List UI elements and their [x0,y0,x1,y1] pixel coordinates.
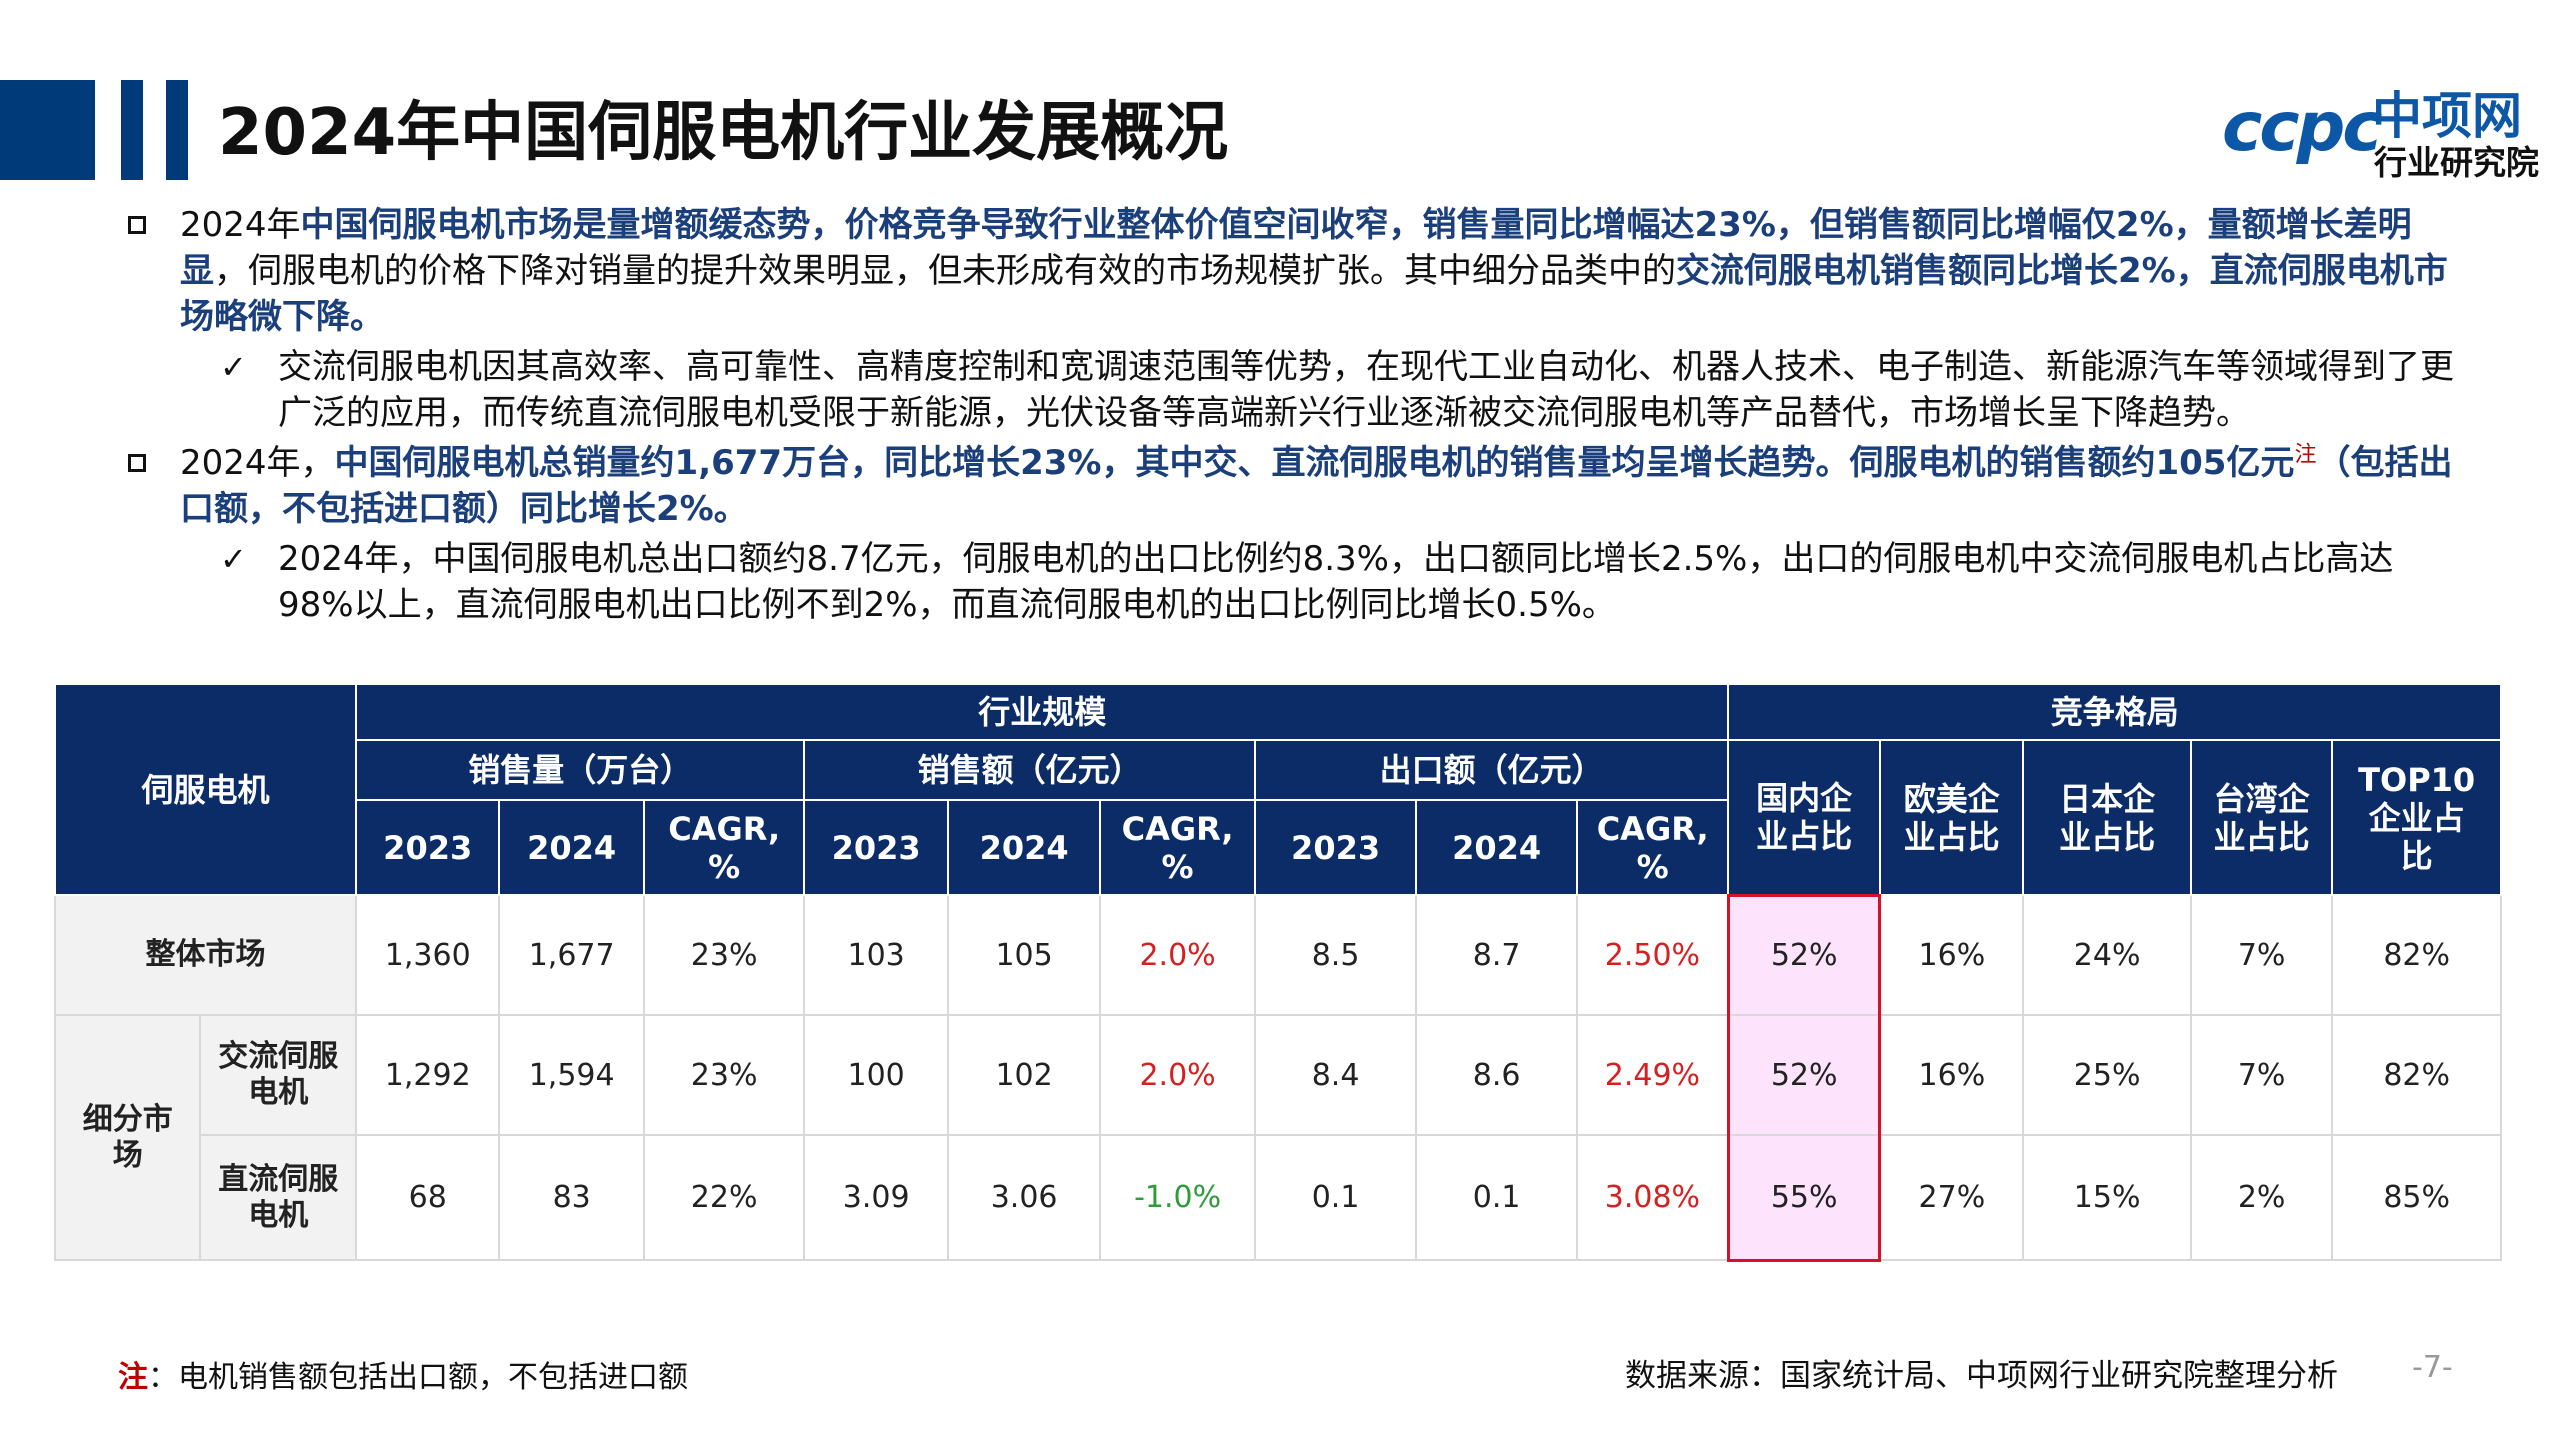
table-cell: 1,594 [498,1014,645,1136]
col-header-cagr: CAGR, % [642,799,806,896]
group-header-scale: 行业规模 [354,683,1730,741]
square-bullet-icon [128,216,146,234]
table-cell: 68 [354,1134,501,1261]
col-header-year: 2024 [1415,799,1578,896]
table-cell: 83 [498,1134,645,1261]
table-cell: 0.1 [1253,1134,1418,1261]
table-cell: 16% [1878,1014,2025,1136]
table-cell: 55% [1726,1134,1882,1262]
table-cell: 27% [1878,1134,2025,1261]
footnote: 注：电机销售额包括出口额，不包括进口额 [118,1360,688,1395]
table-row-dc: 直流伺服 电机 68 83 22% 3.09 3.06 -1.0% 0.1 0.1 3.08% 55… [55,1134,2502,1262]
group-header-competition: 竞争格局 [1727,683,2502,741]
col-header-year: 2024 [498,799,645,896]
table-cell: 3.09 [803,1134,949,1261]
table-cell: 25% [2022,1014,2192,1136]
table-cell: 2.49% [1575,1014,1730,1136]
table-cell: 7% [2189,1014,2334,1136]
table-cell: 103 [803,894,949,1016]
subheader-sales-volume: 销售量（万台） [354,739,806,801]
page-number: -7- [2412,1350,2453,1385]
sub-bullet-1: ✓ 交流伺服电机因其高效率、高可靠性、高精度控制和宽调速范围等优势，在现代工业自… [120,344,2460,436]
table-cell: 82% [2331,894,2502,1016]
sub-bullet-2: ✓ 2024年，中国伺服电机总出口额约8.7亿元，伺服电机的出口比例约8.3%，… [120,536,2460,628]
table-cell: 16% [1878,894,2025,1016]
col-header-euro-us: 欧美企 业占比 [1878,739,2025,896]
ccpc-logo: ccpc 中项网 行业研究院 [2222,70,2542,182]
table-cell: 2.0% [1099,894,1256,1016]
logo-name: 中项网 [2372,87,2522,145]
logo-mark: ccpc [2222,88,2383,167]
table-cell: 8.5 [1253,894,1418,1016]
table-cell: 52% [1726,893,1882,1016]
page-title: 2024年中国伺服电机行业发展概况 [218,96,1229,170]
table-cell: 82% [2331,1014,2502,1136]
table-cell: 8.4 [1253,1014,1418,1136]
table-cell: 23% [642,894,806,1016]
bullet-1-text: 2024年中国伺服电机市场是量增额缓态势，价格竞争导致行业整体价值空间收窄，销售… [180,205,2448,337]
table-cell: 105 [946,894,1102,1016]
servo-motor-table: 伺服电机 行业规模 竞争格局 销售量（万台） 销售额（亿元） 出口额（亿元） 国… [53,683,2502,1262]
subheader-revenue: 销售额（亿元） [803,739,1256,801]
col-header-cagr: CAGR, % [1099,799,1256,896]
bullet-list: 2024年中国伺服电机市场是量增额缓态势，价格竞争导致行业整体价值空间收窄，销售… [120,202,2460,632]
table-cell: 1,292 [354,1014,501,1136]
table-corner-header: 伺服电机 [54,683,357,896]
table-row-ac: 细分市 场交流伺服 电机 1,292 1,594 23% 100 102 2.0% 8.4 8.… [53,1014,2502,1261]
table-cell: 52% [1726,1014,1882,1136]
table-cell: 2.50% [1575,894,1730,1016]
square-bullet-icon [128,454,146,472]
table-cell: 3.08% [1575,1134,1730,1261]
table-cell: 8.6 [1415,1014,1578,1136]
table-cell: 15% [2022,1134,2192,1261]
header-stripe [166,80,188,180]
col-header-year: 2024 [946,799,1102,896]
table-cell: 24% [2022,894,2192,1016]
segment-label: 细分市 场 [53,1014,202,1261]
table-row-overall: 整体市场 1,360 1,677 23% 103 105 2.0% 8.5 8.7 2.50% 52… [54,893,2502,1016]
col-header-cagr: CAGR, % [1575,799,1730,896]
col-header-year: 2023 [803,799,949,896]
bullet-2: 2024年，中国伺服电机总销量约1,677万台，同比增长23%，其中交、直流伺服… [120,440,2460,532]
logo-subtitle: 行业研究院 [2374,143,2539,182]
table-cell: 0.1 [1415,1134,1578,1261]
col-header-domestic: 国内企 业占比 [1727,739,1881,896]
subheader-export: 出口额（亿元） [1253,739,1730,801]
header-stripe [121,80,143,180]
note-mark: 注 [2294,442,2317,468]
table-cell: 100 [803,1014,949,1136]
col-header-taiwan: 台湾企 业占比 [2189,739,2334,896]
table-cell: 1,677 [498,894,645,1016]
bullet-2-text: 2024年，中国伺服电机总销量约1,677万台，同比增长23%，其中交、直流伺服… [180,442,2453,529]
checkmark-icon: ✓ [220,348,247,386]
table-cell: -1.0% [1099,1134,1256,1261]
table-cell: 3.06 [946,1134,1102,1261]
checkmark-icon: ✓ [220,540,247,578]
table-cell: 2.0% [1099,1014,1256,1136]
bullet-1: 2024年中国伺服电机市场是量增额缓态势，价格竞争导致行业整体价值空间收窄，销售… [120,202,2460,340]
col-header-year: 2023 [354,799,501,896]
table-cell: 22% [642,1134,806,1261]
row-label: 交流伺服 电机 [199,1014,357,1136]
table-cell: 23% [642,1014,806,1136]
table-cell: 102 [946,1014,1102,1136]
table-cell: 8.7 [1415,894,1578,1016]
row-label: 整体市场 [54,894,357,1016]
table-cell: 2% [2189,1134,2334,1261]
table-cell: 85% [2331,1134,2502,1261]
col-header-japan: 日本企 业占比 [2022,739,2192,896]
row-label: 直流伺服 电机 [199,1134,357,1261]
col-header-year: 2023 [1253,799,1418,896]
col-header-top10: TOP10 企业占 比 [2331,739,2502,896]
header-block [0,80,95,180]
table-cell: 7% [2189,894,2334,1016]
table-cell: 1,360 [354,894,501,1016]
data-source: 数据来源：国家统计局、中项网行业研究院整理分析 [1625,1358,2338,1394]
